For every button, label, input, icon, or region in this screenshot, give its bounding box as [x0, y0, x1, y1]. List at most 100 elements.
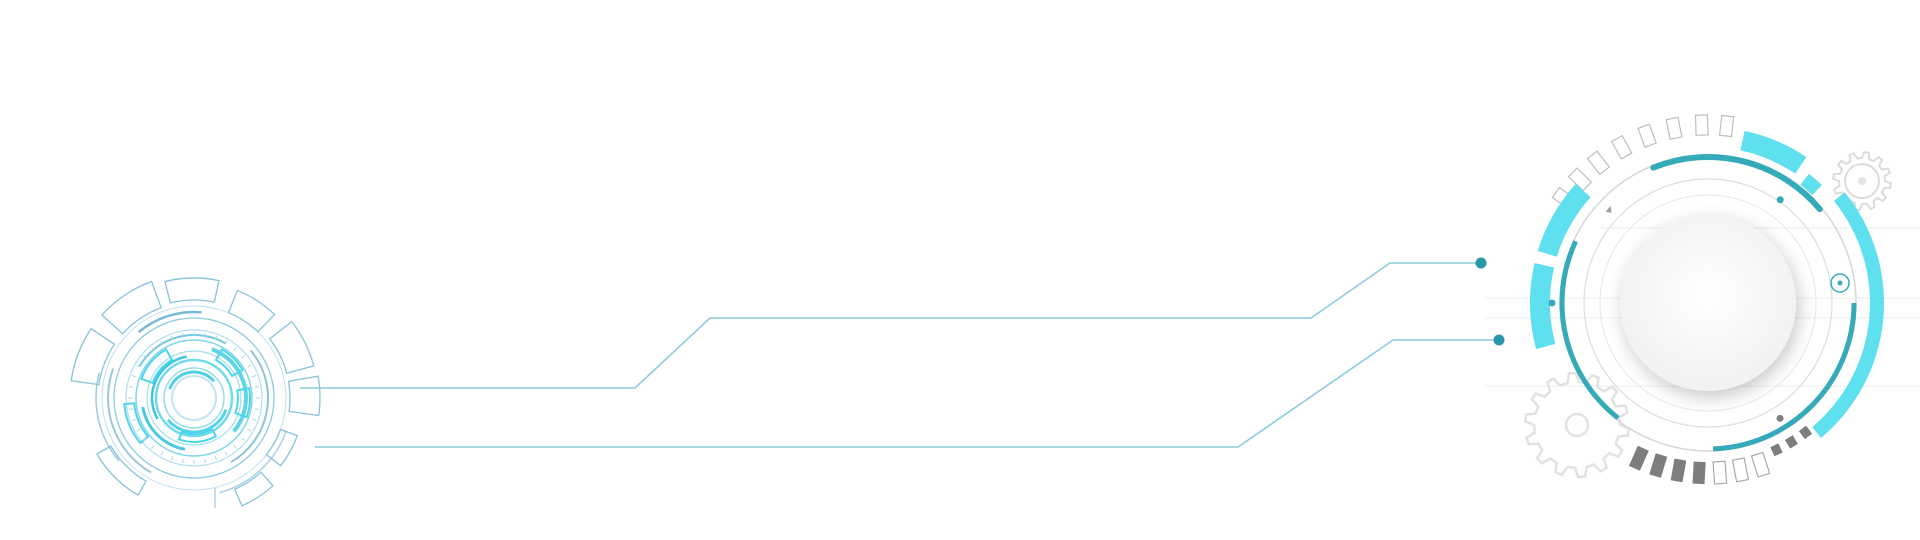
gauge-tick — [1692, 461, 1706, 485]
dial-ring — [135, 339, 253, 457]
dial-tick — [247, 364, 252, 368]
dial-tick — [128, 386, 134, 388]
gauge-arrow — [1605, 205, 1612, 213]
gauge-marker — [1776, 196, 1784, 204]
dial-tick — [214, 335, 218, 340]
dial-segment — [70, 327, 116, 386]
dial-ring — [171, 375, 217, 421]
dial-tick — [224, 451, 228, 456]
gauge-band — [1800, 173, 1822, 196]
gauge-tick — [1750, 451, 1771, 478]
gauge-marker — [1776, 414, 1784, 422]
dial-segment — [140, 348, 174, 385]
dial-segment — [100, 280, 163, 335]
dial-tick — [254, 408, 260, 410]
gear-outline — [1831, 150, 1893, 212]
dial-arc — [141, 406, 186, 451]
gear-hub — [1564, 412, 1590, 438]
gauge-ring — [1599, 194, 1817, 412]
gauge-tick — [1567, 167, 1593, 192]
gauge-tick — [1610, 134, 1633, 160]
dial-ring — [125, 329, 263, 467]
dial-tick — [254, 386, 260, 388]
dial-arc — [166, 409, 228, 434]
gauge-tick — [1665, 116, 1683, 140]
dial-arc — [219, 431, 287, 494]
dial-segment — [96, 445, 147, 496]
dial-tick — [151, 347, 155, 351]
dial-tick — [128, 408, 134, 410]
connector-line-upper — [300, 262, 1480, 389]
gauge-ring — [1583, 178, 1833, 428]
dial-arc — [211, 347, 248, 433]
dial-ring — [101, 305, 287, 491]
gauge-tick — [1712, 460, 1728, 485]
dial-tick — [182, 332, 184, 338]
gauge-tick — [1770, 443, 1783, 457]
gauge-band — [1740, 130, 1807, 174]
gauge-tick — [1694, 114, 1709, 136]
dial-tick — [233, 347, 237, 351]
dial-segment — [265, 428, 299, 467]
dial-tick — [214, 456, 218, 461]
dial-tick — [241, 437, 245, 441]
target-center — [1837, 280, 1843, 286]
gauge-band — [1530, 262, 1556, 350]
dial-ring — [113, 317, 275, 479]
radial-gauge-icon — [1530, 114, 1884, 485]
dial-segment — [268, 320, 315, 374]
gauge-tick — [1731, 457, 1750, 483]
gauge-tick — [1649, 453, 1668, 478]
dial-segment — [227, 289, 276, 333]
dial-tick — [160, 451, 164, 456]
gauge-arc — [1713, 302, 1857, 452]
dial-arc — [138, 334, 226, 368]
dial-tick — [143, 437, 147, 441]
dial-segment — [233, 471, 274, 507]
dial-tick — [131, 374, 136, 378]
dial-tick — [151, 445, 155, 449]
dial-ring — [163, 367, 225, 429]
gauge-band — [1812, 192, 1884, 438]
dial-segment — [214, 348, 244, 378]
dial-tick — [136, 364, 141, 368]
dial-tick — [252, 374, 257, 378]
dial-segment — [287, 375, 321, 417]
connector-node — [1493, 334, 1505, 346]
dial-tick — [136, 428, 141, 432]
gear-hub — [1844, 163, 1880, 199]
target-ring — [1830, 273, 1850, 293]
gauge-tick — [1637, 123, 1657, 148]
dial-tick — [241, 355, 245, 359]
dial-arc — [137, 310, 202, 334]
dial-segment — [164, 277, 220, 304]
dial-tick — [247, 428, 252, 432]
gauge-band — [1537, 183, 1591, 257]
dial-arc — [107, 368, 152, 474]
dial-arc — [230, 349, 269, 463]
gear-icon — [1523, 371, 1631, 479]
dial-arc — [95, 372, 120, 462]
dial-arc — [150, 355, 187, 420]
dial-tick — [182, 458, 184, 464]
gauge-tick — [1785, 435, 1798, 449]
dial-segment — [123, 402, 150, 445]
gear-icon — [1831, 150, 1893, 212]
connector-node — [1475, 257, 1487, 269]
dial-tick — [160, 340, 164, 345]
dial-tick — [204, 332, 206, 338]
dial-tick — [170, 335, 174, 340]
target-icon — [1830, 273, 1850, 293]
gauge-arc — [1650, 154, 1823, 213]
gauge-tick — [1586, 150, 1611, 176]
dial-segment — [234, 387, 251, 419]
circuit-connectors — [300, 262, 1499, 448]
dial-arc — [168, 370, 216, 390]
concentric-dial-icon — [70, 277, 321, 508]
dial-tick — [143, 355, 147, 359]
dial-tick — [204, 458, 206, 464]
gauge-tick — [1718, 114, 1735, 138]
gauge-arc — [1559, 240, 1620, 421]
dial-ring — [146, 350, 242, 446]
